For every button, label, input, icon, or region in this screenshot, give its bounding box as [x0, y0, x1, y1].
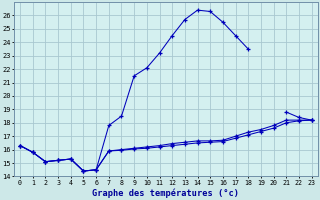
X-axis label: Graphe des températures (°c): Graphe des températures (°c): [92, 188, 239, 198]
